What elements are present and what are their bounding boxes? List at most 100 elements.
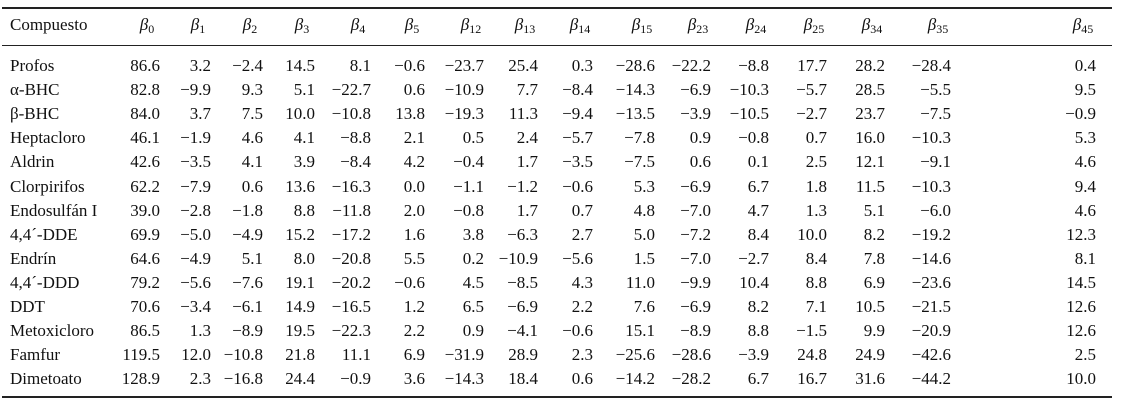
coefficient-symbol: β: [514, 15, 524, 34]
coefficient-value: −5.7: [562, 128, 593, 148]
coefficient-value: 1.3: [189, 321, 211, 341]
column-header: β12: [446, 15, 496, 39]
coefficient-value: 0.2: [462, 248, 484, 268]
coefficient-value: 79.2: [130, 272, 160, 292]
coefficient-symbol: β: [404, 15, 414, 34]
coefficient-value: −44.2: [911, 369, 951, 389]
coefficient-value: 1.8: [805, 176, 827, 196]
coefficient-value: 14.9: [285, 297, 315, 316]
coefficient-value: 6.9: [403, 345, 425, 365]
coefficient-value: 1.2: [403, 297, 425, 316]
coefficient-value: −10.9: [444, 80, 484, 100]
coefficient-value: 7.8: [863, 248, 885, 268]
coefficient-value: −5.6: [562, 248, 593, 268]
coefficient-value: −9.4: [562, 104, 593, 124]
coefficient-value: 12.6: [1066, 321, 1096, 341]
coefficient-value: −3.5: [180, 152, 211, 172]
coefficient-value: −6.9: [680, 80, 711, 100]
coefficient-value: 1.5: [633, 248, 655, 268]
coefficient-value: −0.8: [738, 128, 769, 148]
coefficient-value: 12.0: [181, 345, 211, 365]
column-header: β3: [277, 15, 327, 39]
coefficient-value: −5.0: [180, 224, 211, 244]
coefficient-value: 0.5: [462, 128, 484, 148]
coefficient-value: 4.1: [241, 152, 263, 172]
coefficient-value: 6.5: [462, 297, 484, 316]
coefficient-value: 24.4: [285, 369, 315, 389]
column-header: β24: [731, 15, 781, 39]
coefficient-value: −0.9: [1065, 104, 1096, 124]
column-header: β45: [1058, 15, 1108, 39]
coefficient-value: 9.9: [863, 321, 885, 341]
coefficient-value: −10.8: [223, 345, 263, 365]
coefficient-value: −2.8: [180, 200, 211, 220]
coefficient-value: −9.9: [680, 272, 711, 292]
coefficient-value: −8.9: [680, 321, 711, 341]
column-header: β5: [387, 15, 437, 39]
coefficient-symbol: β: [927, 15, 937, 34]
coefficient-value: −10.8: [331, 104, 371, 124]
coefficient-value: 11.0: [625, 272, 655, 292]
coefficient-value: −10.3: [911, 176, 951, 196]
coefficient-value: 3.6: [403, 369, 425, 389]
coefficient-value: −22.2: [671, 56, 711, 75]
column-header: β1: [173, 15, 223, 39]
coefficient-value: −16.5: [331, 297, 371, 316]
coefficient-value: −7.0: [680, 248, 711, 268]
coefficient-value: 0.3: [571, 56, 593, 75]
coefficient-value: −0.6: [562, 176, 593, 196]
coefficient-value: 2.1: [403, 128, 425, 148]
coefficient-value: 7.1: [805, 297, 827, 316]
coefficient-value: 7.6: [633, 297, 655, 316]
coefficient-index: 45: [1081, 22, 1094, 36]
coefficient-symbol: β: [350, 15, 360, 34]
bottom-rule: [2, 396, 1112, 398]
coefficient-value: −16.8: [223, 369, 263, 389]
coefficient-value: −8.8: [340, 128, 371, 148]
coefficient-value: 6.9: [863, 272, 885, 292]
coefficient-value: 0.9: [689, 128, 711, 148]
coefficient-index: 12: [469, 22, 482, 36]
coefficient-value: 5.1: [293, 80, 315, 100]
coefficient-value: 2.5: [1074, 345, 1096, 365]
coefficient-value: 5.1: [241, 248, 263, 268]
header-rule: [2, 45, 1112, 46]
coefficient-value: −7.8: [624, 128, 655, 148]
coefficient-value: −10.3: [911, 128, 951, 148]
coefficient-index: 2: [251, 22, 258, 36]
coefficient-value: −28.6: [615, 56, 655, 75]
coefficient-index: 1: [199, 22, 206, 36]
coefficient-value: 3.2: [189, 56, 211, 75]
coefficient-value: 2.5: [805, 152, 827, 172]
column-header: β25: [789, 15, 839, 39]
coefficient-value: −17.2: [331, 224, 371, 244]
coefficient-value: −10.5: [729, 104, 769, 124]
coefficient-value: 19.5: [285, 321, 315, 341]
coefficient-value: −16.3: [331, 176, 371, 196]
column-header: β23: [673, 15, 723, 39]
coefficient-value: 12.6: [1066, 297, 1096, 316]
coefficient-value: 4.3: [571, 272, 593, 292]
coefficient-value: −28.6: [671, 345, 711, 365]
coefficient-value: −5.5: [920, 80, 951, 100]
coefficient-value: 4.6: [1074, 200, 1096, 220]
coefficient-value: 28.9: [508, 345, 538, 365]
coefficient-index: 25: [812, 22, 825, 36]
coefficient-value: −5.6: [180, 272, 211, 292]
coefficient-value: −2.7: [796, 104, 827, 124]
coefficient-value: 28.2: [855, 56, 885, 75]
coefficient-index: 35: [936, 22, 949, 36]
coefficient-value: −7.9: [180, 176, 211, 196]
coefficient-value: −1.5: [796, 321, 827, 341]
coefficient-value: 24.8: [797, 345, 827, 365]
coefficient-value: −8.4: [340, 152, 371, 172]
coefficient-value: −3.5: [562, 152, 593, 172]
coefficient-value: −13.5: [615, 104, 655, 124]
compound-name: Aldrin: [10, 152, 55, 172]
coefficient-value: 46.1: [130, 128, 160, 148]
coefficient-value: 0.4: [1074, 56, 1096, 75]
coefficient-value: 2.3: [189, 369, 211, 389]
coefficient-value: 1.3: [805, 200, 827, 220]
coefficient-value: −42.6: [911, 345, 951, 365]
compound-name: 4,4´-DDD: [10, 272, 80, 292]
